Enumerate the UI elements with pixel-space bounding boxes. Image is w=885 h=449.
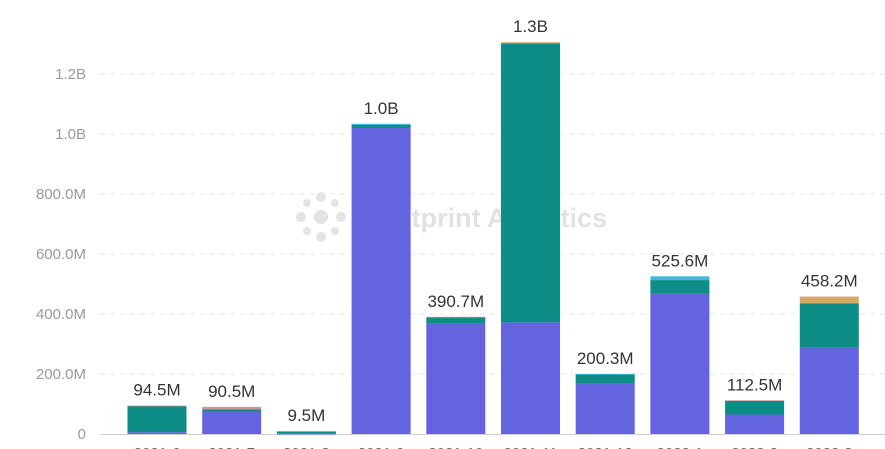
y-tick-label: 800.0M [36, 186, 86, 203]
x-tick-label: 2021-9 [358, 445, 405, 449]
bar-segment [276, 431, 336, 434]
x-tick-label: 2022-1 [657, 445, 704, 449]
bar-segment [575, 383, 635, 434]
y-tick-label: 400.0M [36, 306, 86, 323]
bar-segment [351, 128, 411, 434]
bar-segment [127, 432, 187, 434]
bar-segment [202, 409, 262, 412]
bar-total-label: 390.7M [427, 292, 484, 311]
bar-segment [127, 405, 187, 407]
bar-segment [276, 433, 336, 435]
x-tick-label: 2021-7 [208, 445, 255, 449]
bar-total-label: 1.0B [364, 99, 399, 118]
bar-segment [575, 374, 635, 384]
bars [127, 42, 859, 435]
bar-total-label: 90.5M [208, 382, 255, 401]
x-axis-tick-labels: 2021-6 2021-7 2021-8 2021-9 2021-10 2021-11 20… [134, 445, 853, 449]
x-tick-label: 2022-2 [731, 445, 778, 449]
bar-total-label: 525.6M [652, 251, 709, 270]
bar-segment [725, 400, 785, 415]
bar-segment [650, 280, 710, 294]
footprint-logo-icon [296, 192, 346, 242]
x-tick-label: 2021-11 [504, 445, 558, 449]
bar-segment [127, 405, 187, 433]
bar-segment [725, 400, 785, 402]
bar-total-label: 9.5M [288, 406, 326, 425]
x-tick-label: 2021-12 [578, 445, 633, 449]
bar-total-label: 200.3M [577, 349, 634, 368]
bar-total-label: 112.5M [727, 375, 782, 394]
watermark: Footprint Analytics [296, 192, 607, 242]
bar-segment [799, 303, 859, 348]
bar-segment [575, 373, 635, 375]
bar-segment [351, 125, 411, 128]
y-tick-label: 1.0B [55, 126, 86, 143]
y-axis-tick-labels: 0 200.0M 400.0M 600.0M 800.0M 1.0B 1.2B [36, 66, 86, 443]
bar-segment [426, 316, 486, 318]
bar-segment [351, 123, 411, 125]
bar-segment [202, 406, 262, 410]
grid-lines [100, 73, 885, 435]
bar-segment [276, 431, 336, 432]
x-tick-label: 2021-8 [283, 445, 330, 449]
bar-segment [799, 347, 859, 434]
bar-segment [426, 317, 486, 324]
bar-segment [725, 414, 785, 434]
bar-segment [650, 276, 710, 281]
bar-total-labels: 94.5M 90.5M 9.5M 1.0B 390.7M 1.3B 200.3M 525.6M… [133, 17, 857, 425]
x-tick-label: 2022-3 [806, 445, 853, 449]
x-tick-label: 2021-6 [134, 445, 181, 449]
bar-segment [501, 322, 560, 434]
y-tick-label: 600.0M [36, 246, 86, 263]
x-tick-label: 2021-10 [428, 445, 483, 449]
bar-segment [202, 411, 262, 434]
y-tick-label: 1.2B [55, 66, 86, 83]
y-tick-label: 0 [78, 426, 86, 443]
bar-segment [501, 42, 560, 44]
bar-segment [799, 296, 859, 304]
bar-segment [426, 323, 486, 434]
bar-segment [501, 43, 560, 323]
y-tick-label: 200.0M [36, 366, 86, 383]
bar-segment [650, 293, 710, 434]
bar-total-label: 94.5M [133, 381, 180, 400]
bar-total-label: 458.2M [801, 272, 858, 291]
bar-total-label: 1.3B [513, 17, 548, 36]
